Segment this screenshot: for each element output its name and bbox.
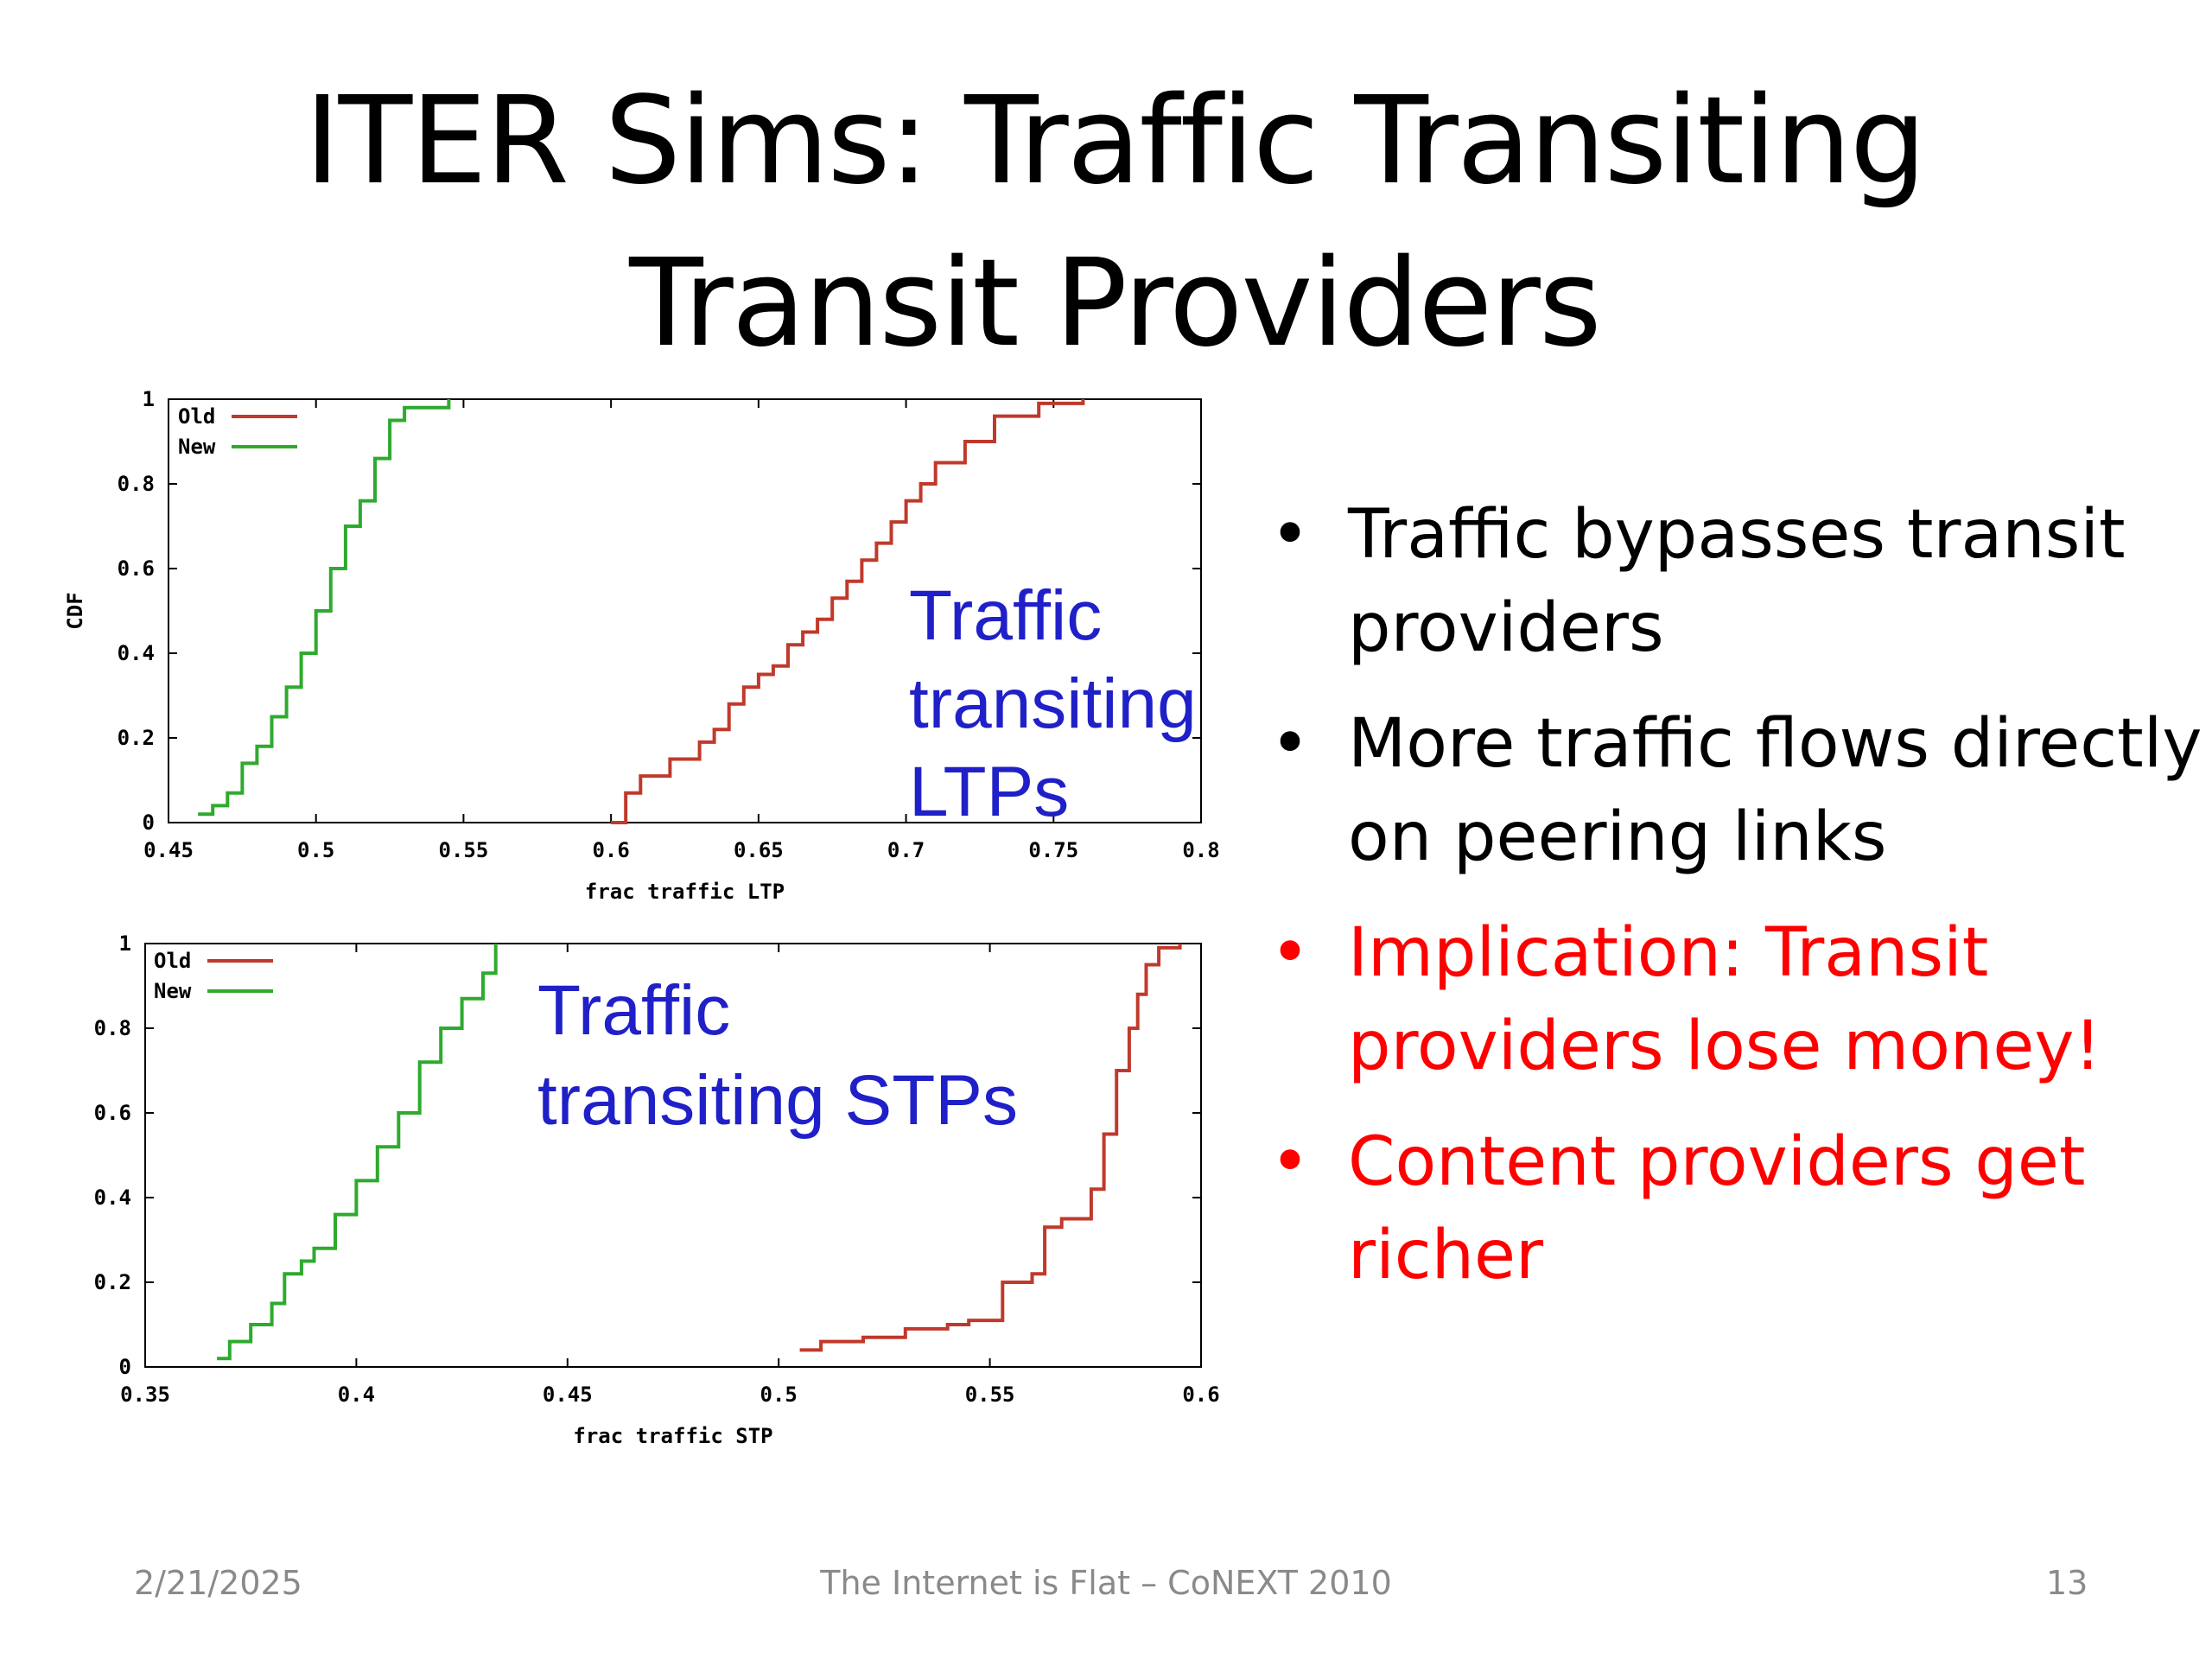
footer-center: The Internet is Flat – CoNEXT 2010 <box>820 1564 1392 1602</box>
x-tick-label: 0.55 <box>439 838 489 862</box>
y-axis-label: CDF <box>63 592 87 629</box>
bullet-item: • More traffic flows directly on peering … <box>1253 697 2203 884</box>
legend-label: New <box>154 979 192 1003</box>
legend-label: Old <box>178 404 215 429</box>
y-tick-label: 0 <box>119 1355 131 1379</box>
y-tick-label: 0.2 <box>94 1270 131 1294</box>
legend-label: New <box>178 435 216 459</box>
annotation-line: LTPs <box>909 753 1070 831</box>
y-tick-label: 1 <box>143 387 155 411</box>
annotation-line: Traffic <box>537 971 731 1050</box>
chart-1-annotation: Traffic transiting LTPs <box>909 572 1197 836</box>
x-axis-label: frac traffic LTP <box>585 880 785 904</box>
series-line-old <box>799 944 1182 1352</box>
y-tick-label: 0.4 <box>94 1185 131 1210</box>
plot-frame <box>144 943 1202 1368</box>
annotation-line: Traffic <box>909 576 1103 655</box>
x-tick-label: 0.75 <box>1028 838 1078 862</box>
bullet-text: More traffic flows directly on peering l… <box>1348 705 2202 876</box>
bullet-item: • Implication: Transit providers lose mon… <box>1253 906 2203 1093</box>
bullet-dot-icon: • <box>1270 705 1311 783</box>
footer-date: 2/21/2025 <box>134 1564 302 1602</box>
chart-2-annotation: Traffic transiting STPs <box>537 966 1018 1146</box>
x-tick-label: 0.7 <box>887 838 925 862</box>
bullet-dot-icon: • <box>1270 914 1311 992</box>
annotation-line: transiting <box>909 664 1197 743</box>
x-tick-label: 0.55 <box>965 1382 1015 1407</box>
x-tick-label: 0.35 <box>120 1382 170 1407</box>
x-tick-label: 0.6 <box>1182 1382 1219 1407</box>
plot-frame <box>168 398 1202 823</box>
x-tick-label: 0.4 <box>338 1382 375 1407</box>
x-tick-label: 0.5 <box>297 838 334 862</box>
bullet-dot-icon: • <box>1270 1123 1311 1201</box>
x-tick-label: 0.5 <box>760 1382 798 1407</box>
series-line-new <box>217 944 498 1361</box>
x-tick-label: 0.6 <box>592 838 629 862</box>
y-tick-label: 0 <box>143 810 155 835</box>
bullet-text: Traffic bypasses transit providers <box>1348 496 2126 667</box>
footer-page-number: 13 <box>2046 1564 2088 1602</box>
x-tick-label: 0.45 <box>543 1382 593 1407</box>
series-line-old <box>611 399 1085 824</box>
y-tick-label: 0.2 <box>118 726 155 750</box>
slide-title: ITER Sims: Traffic Transiting Transit Pr… <box>304 71 1926 374</box>
annotation-line: transiting STPs <box>537 1061 1018 1140</box>
y-tick-label: 0.6 <box>94 1101 131 1125</box>
bullet-text: Content providers get richer <box>1348 1123 2086 1294</box>
x-tick-label: 0.65 <box>734 838 784 862</box>
x-tick-label: 0.45 <box>143 838 194 862</box>
bullet-list: • Traffic bypasses transit providers • Mor… <box>1253 488 2203 1325</box>
y-tick-label: 0.4 <box>118 641 155 665</box>
series-line-new <box>198 399 451 817</box>
legend-label: Old <box>154 949 191 973</box>
y-tick-label: 1 <box>119 931 131 956</box>
bullet-item: • Content providers get richer <box>1253 1116 2203 1302</box>
bullet-text: Implication: Transit providers lose mone… <box>1348 914 2101 1085</box>
bullet-dot-icon: • <box>1270 496 1311 574</box>
y-tick-label: 0.8 <box>118 472 155 496</box>
x-tick-label: 0.8 <box>1182 838 1219 862</box>
y-tick-label: 0.8 <box>94 1016 131 1040</box>
bullet-item: • Traffic bypasses transit providers <box>1253 488 2203 675</box>
x-axis-label: frac traffic STP <box>573 1424 772 1448</box>
y-tick-label: 0.6 <box>118 556 155 581</box>
